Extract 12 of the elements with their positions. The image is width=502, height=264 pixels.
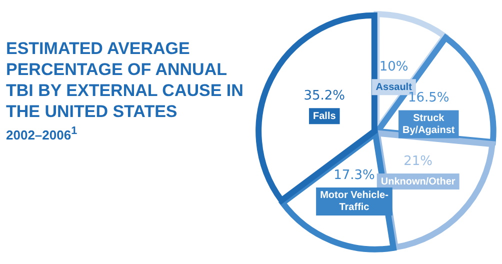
data-label: 16.5%: [408, 90, 450, 106]
data-label: 17.3%: [334, 168, 375, 183]
data-label: 21%: [404, 154, 433, 169]
text: ESTIMATED AVERAGE PERCENTAGE OF ANNUAL TBI BY EXTERNAL CAUSE IN THE UNITED STATES: [6, 38, 244, 122]
text: 2002–2006$^{1}$: [6, 125, 78, 142]
slice-label: Falls: [312, 110, 336, 122]
data-label: 35.2%: [304, 88, 346, 104]
slice-label: Unknown/Other: [380, 176, 456, 188]
slice-label: Motor Vehicle-Traffic: [320, 190, 388, 214]
data-label: 10%: [379, 59, 408, 74]
slice-label: Struck By/Against: [402, 112, 456, 136]
slice-label: Assault: [376, 82, 413, 93]
